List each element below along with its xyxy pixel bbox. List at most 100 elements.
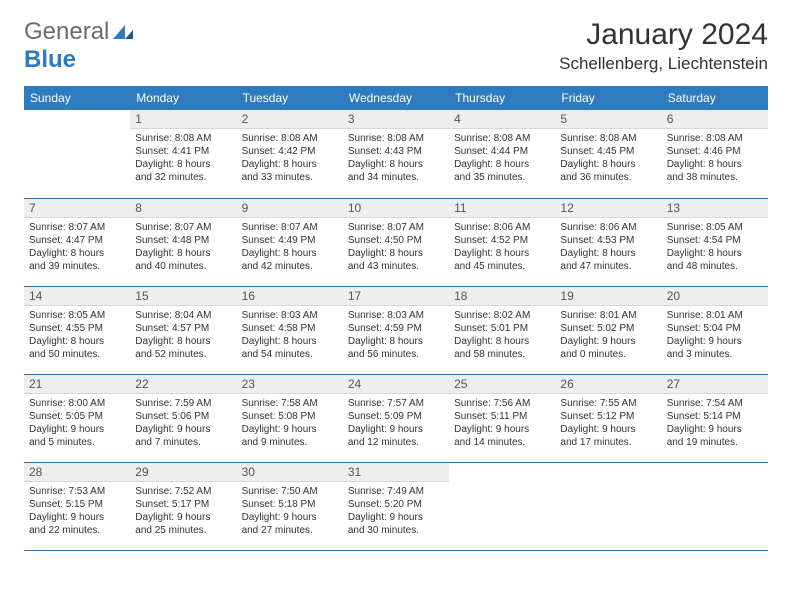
day-content: Sunrise: 7:58 AMSunset: 5:08 PMDaylight:… — [237, 394, 343, 454]
sunset-line: Sunset: 4:53 PM — [560, 234, 656, 247]
day-number: 12 — [555, 199, 661, 218]
daylight-line-2: and 22 minutes. — [29, 524, 125, 537]
daylight-line-1: Daylight: 8 hours — [667, 247, 763, 260]
sunset-line: Sunset: 4:54 PM — [667, 234, 763, 247]
day-content: Sunrise: 8:08 AMSunset: 4:42 PMDaylight:… — [237, 129, 343, 189]
sunset-line: Sunset: 5:08 PM — [242, 410, 338, 423]
page-header: GeneralBlue January 2024 Schellenberg, L… — [24, 18, 768, 74]
calendar-day-cell: 9Sunrise: 8:07 AMSunset: 4:49 PMDaylight… — [237, 198, 343, 286]
calendar-day-cell: .. — [449, 462, 555, 550]
sunrise-line: Sunrise: 7:49 AM — [348, 485, 444, 498]
day-number: 4 — [449, 110, 555, 129]
daylight-line-2: and 48 minutes. — [667, 260, 763, 273]
daylight-line-2: and 17 minutes. — [560, 436, 656, 449]
calendar-day-cell: .. — [24, 110, 130, 198]
sunrise-line: Sunrise: 7:55 AM — [560, 397, 656, 410]
daylight-line-2: and 3 minutes. — [667, 348, 763, 361]
daylight-line-2: and 40 minutes. — [135, 260, 231, 273]
day-content: Sunrise: 8:07 AMSunset: 4:50 PMDaylight:… — [343, 218, 449, 278]
sunrise-line: Sunrise: 8:00 AM — [29, 397, 125, 410]
day-number: 13 — [662, 199, 768, 218]
day-number: 25 — [449, 375, 555, 394]
day-content: Sunrise: 7:50 AMSunset: 5:18 PMDaylight:… — [237, 482, 343, 542]
sunrise-line: Sunrise: 8:06 AM — [454, 221, 550, 234]
sunset-line: Sunset: 4:58 PM — [242, 322, 338, 335]
sunrise-line: Sunrise: 7:56 AM — [454, 397, 550, 410]
sunset-line: Sunset: 5:17 PM — [135, 498, 231, 511]
daylight-line-2: and 47 minutes. — [560, 260, 656, 273]
day-content: Sunrise: 8:00 AMSunset: 5:05 PMDaylight:… — [24, 394, 130, 454]
weekday-header: Wednesday — [343, 86, 449, 110]
daylight-line-2: and 42 minutes. — [242, 260, 338, 273]
sunset-line: Sunset: 4:44 PM — [454, 145, 550, 158]
sunset-line: Sunset: 4:52 PM — [454, 234, 550, 247]
sunrise-line: Sunrise: 7:52 AM — [135, 485, 231, 498]
day-content: Sunrise: 7:56 AMSunset: 5:11 PMDaylight:… — [449, 394, 555, 454]
sunrise-line: Sunrise: 8:07 AM — [29, 221, 125, 234]
daylight-line-1: Daylight: 8 hours — [348, 158, 444, 171]
month-title: January 2024 — [559, 18, 768, 52]
sunrise-line: Sunrise: 8:08 AM — [667, 132, 763, 145]
sunrise-line: Sunrise: 8:03 AM — [242, 309, 338, 322]
day-number: 7 — [24, 199, 130, 218]
day-content: Sunrise: 8:07 AMSunset: 4:49 PMDaylight:… — [237, 218, 343, 278]
day-number: 20 — [662, 287, 768, 306]
calendar-day-cell: 21Sunrise: 8:00 AMSunset: 5:05 PMDayligh… — [24, 374, 130, 462]
calendar-day-cell: 13Sunrise: 8:05 AMSunset: 4:54 PMDayligh… — [662, 198, 768, 286]
calendar-day-cell: 24Sunrise: 7:57 AMSunset: 5:09 PMDayligh… — [343, 374, 449, 462]
daylight-line-2: and 45 minutes. — [454, 260, 550, 273]
day-content: Sunrise: 8:08 AMSunset: 4:46 PMDaylight:… — [662, 129, 768, 189]
daylight-line-2: and 5 minutes. — [29, 436, 125, 449]
daylight-line-2: and 54 minutes. — [242, 348, 338, 361]
day-number: 15 — [130, 287, 236, 306]
daylight-line-1: Daylight: 8 hours — [29, 335, 125, 348]
logo-mark-icon — [113, 18, 135, 45]
day-number: 23 — [237, 375, 343, 394]
daylight-line-2: and 33 minutes. — [242, 171, 338, 184]
sunset-line: Sunset: 4:48 PM — [135, 234, 231, 247]
calendar-day-cell: 12Sunrise: 8:06 AMSunset: 4:53 PMDayligh… — [555, 198, 661, 286]
sunrise-line: Sunrise: 8:08 AM — [242, 132, 338, 145]
calendar-day-cell: 14Sunrise: 8:05 AMSunset: 4:55 PMDayligh… — [24, 286, 130, 374]
day-number: 26 — [555, 375, 661, 394]
day-content: Sunrise: 8:01 AMSunset: 5:02 PMDaylight:… — [555, 306, 661, 366]
daylight-line-1: Daylight: 9 hours — [242, 511, 338, 524]
daylight-line-2: and 32 minutes. — [135, 171, 231, 184]
daylight-line-1: Daylight: 8 hours — [135, 247, 231, 260]
sunset-line: Sunset: 4:41 PM — [135, 145, 231, 158]
day-content: Sunrise: 8:02 AMSunset: 5:01 PMDaylight:… — [449, 306, 555, 366]
sunrise-line: Sunrise: 8:08 AM — [348, 132, 444, 145]
day-number: 11 — [449, 199, 555, 218]
calendar-day-cell: 16Sunrise: 8:03 AMSunset: 4:58 PMDayligh… — [237, 286, 343, 374]
sunrise-line: Sunrise: 7:50 AM — [242, 485, 338, 498]
calendar-day-cell: 19Sunrise: 8:01 AMSunset: 5:02 PMDayligh… — [555, 286, 661, 374]
logo-text-blue: Blue — [24, 46, 76, 73]
calendar-day-cell: 30Sunrise: 7:50 AMSunset: 5:18 PMDayligh… — [237, 462, 343, 550]
calendar-day-cell: 20Sunrise: 8:01 AMSunset: 5:04 PMDayligh… — [662, 286, 768, 374]
calendar-day-cell: .. — [662, 462, 768, 550]
daylight-line-1: Daylight: 9 hours — [667, 335, 763, 348]
calendar-day-cell: 11Sunrise: 8:06 AMSunset: 4:52 PMDayligh… — [449, 198, 555, 286]
weekday-header: Friday — [555, 86, 661, 110]
sunset-line: Sunset: 5:18 PM — [242, 498, 338, 511]
daylight-line-1: Daylight: 8 hours — [242, 335, 338, 348]
sunset-line: Sunset: 5:09 PM — [348, 410, 444, 423]
calendar-day-cell: 25Sunrise: 7:56 AMSunset: 5:11 PMDayligh… — [449, 374, 555, 462]
daylight-line-2: and 39 minutes. — [29, 260, 125, 273]
daylight-line-2: and 58 minutes. — [454, 348, 550, 361]
calendar-week-row: ..1Sunrise: 8:08 AMSunset: 4:41 PMDaylig… — [24, 110, 768, 198]
daylight-line-1: Daylight: 9 hours — [135, 423, 231, 436]
daylight-line-2: and 50 minutes. — [29, 348, 125, 361]
day-content: Sunrise: 8:06 AMSunset: 4:52 PMDaylight:… — [449, 218, 555, 278]
day-number: 10 — [343, 199, 449, 218]
sunset-line: Sunset: 4:45 PM — [560, 145, 656, 158]
day-number: 2 — [237, 110, 343, 129]
calendar-body: ..1Sunrise: 8:08 AMSunset: 4:41 PMDaylig… — [24, 110, 768, 550]
day-number: 9 — [237, 199, 343, 218]
sunrise-line: Sunrise: 8:04 AM — [135, 309, 231, 322]
calendar-day-cell: 15Sunrise: 8:04 AMSunset: 4:57 PMDayligh… — [130, 286, 236, 374]
logo-inner: GeneralBlue — [24, 18, 135, 74]
calendar-day-cell: 8Sunrise: 8:07 AMSunset: 4:48 PMDaylight… — [130, 198, 236, 286]
day-number: 18 — [449, 287, 555, 306]
day-content: Sunrise: 8:08 AMSunset: 4:44 PMDaylight:… — [449, 129, 555, 189]
